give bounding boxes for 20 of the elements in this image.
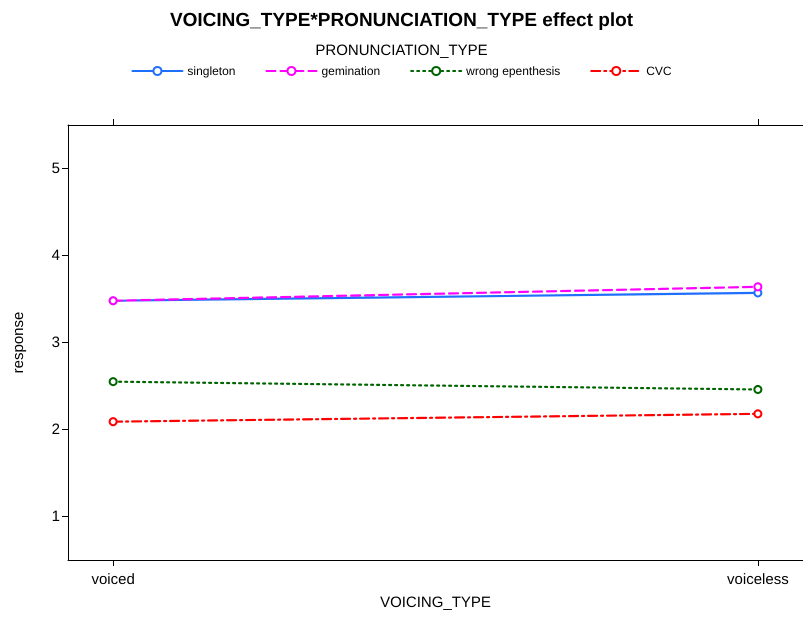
y-tick-label: 2 [52,421,60,438]
y-tick-label: 3 [52,334,60,351]
legend-label: singleton [187,64,236,78]
y-tick-label: 4 [52,247,60,264]
legend-title: PRONUNCIATION_TYPE [315,42,488,59]
y-axis-title: response [10,312,27,374]
x-tick-label: voiced [91,571,135,588]
y-tick-label: 5 [52,160,60,177]
x-axis-title: VOICING_TYPE [380,594,491,611]
point [753,282,762,292]
point [753,409,762,418]
chart-title: VOICING_TYPE*PRONUNCIATION_TYPE effect plot [170,10,634,31]
point [753,384,762,394]
point [108,377,118,386]
x-tick-label: voiceless [727,571,789,588]
y-tick-label: 1 [52,508,60,525]
point [108,417,118,426]
legend-label: wrong epenthesis [465,64,560,78]
legend-label: gemination [321,64,380,78]
legend-label: CVC [646,64,672,78]
